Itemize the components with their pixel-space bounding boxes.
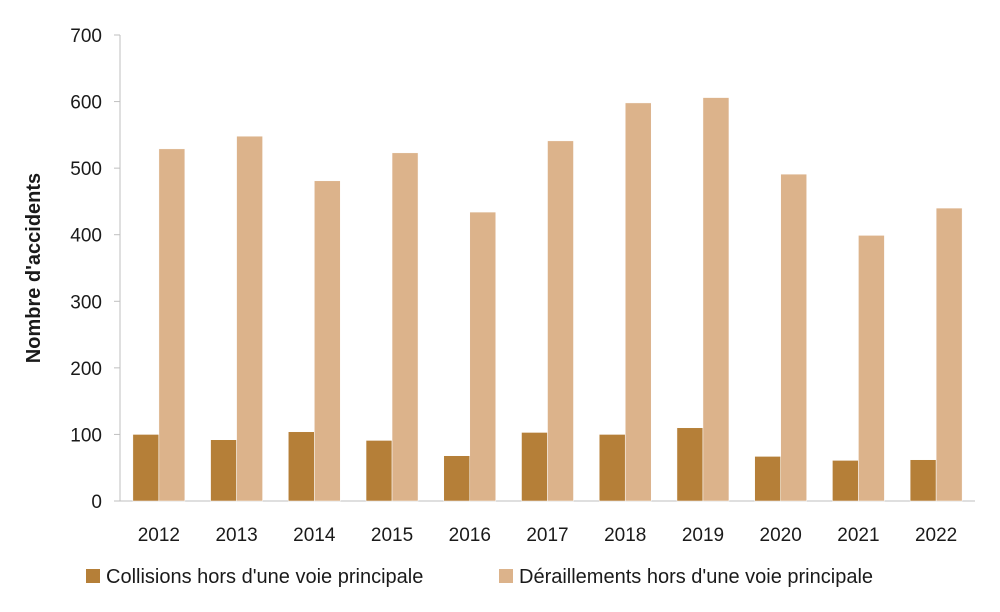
- y-tick-label: 0: [91, 492, 102, 513]
- x-tick-label: 2018: [604, 525, 646, 546]
- bar-collisions-2016: [443, 455, 471, 502]
- y-tick-label: 600: [70, 93, 102, 114]
- y-tick-label: 200: [70, 359, 102, 380]
- x-tick-label: 2016: [449, 525, 491, 546]
- bar-collisions-2022: [909, 459, 937, 502]
- bar-deraillements-2016: [469, 211, 497, 502]
- bar-deraillements-2022: [935, 207, 963, 502]
- bar-deraillements-2017: [547, 140, 574, 502]
- x-tick-label: 2012: [138, 525, 180, 546]
- bar-collisions-2020: [754, 456, 781, 502]
- y-tick-label: 100: [70, 425, 102, 446]
- legend: Collisions hors d'une voie principale Dér…: [86, 566, 873, 588]
- bar-collisions-2013: [210, 439, 237, 502]
- bar-collisions-2017: [521, 432, 548, 502]
- x-tick-label: 2014: [293, 525, 336, 546]
- bar-deraillements-2018: [624, 102, 652, 502]
- x-tick-label: 2017: [526, 525, 568, 546]
- y-axis: 0 100 200 300 400 500 600 700: [70, 26, 121, 513]
- y-tick-label: 400: [70, 226, 102, 247]
- bar-collisions-2012: [132, 434, 160, 502]
- bar-deraillements-2015: [391, 152, 419, 502]
- bar-deraillements-2013: [236, 135, 263, 502]
- bar-deraillements-2014: [314, 180, 341, 502]
- bar-collisions-2019: [676, 427, 704, 502]
- y-axis-title: Nombre d'accidents: [23, 173, 45, 363]
- bar-deraillements-2019: [702, 97, 730, 502]
- bar-collisions-2015: [365, 440, 393, 502]
- y-tick-label: 700: [70, 26, 102, 47]
- bar-deraillements-2020: [780, 173, 807, 502]
- bars: [132, 97, 963, 502]
- bar-collisions-2021: [832, 460, 859, 502]
- x-tick-label: 2021: [837, 525, 879, 546]
- bar-deraillements-2012: [158, 148, 186, 502]
- x-tick-label: 2015: [371, 525, 413, 546]
- x-tick-label: 2019: [682, 525, 724, 546]
- bar-collisions-2014: [288, 431, 315, 502]
- x-tick-label: 2022: [915, 525, 957, 546]
- legend-swatch: [499, 569, 513, 583]
- legend-label: Collisions hors d'une voie principale: [106, 566, 423, 588]
- x-axis: 2012 2013 2014 2015 2016 2017 2018 2019 2020 2021…: [120, 500, 975, 546]
- x-tick-label: 2020: [760, 525, 802, 546]
- y-tick-label: 500: [70, 159, 102, 180]
- x-tick-label: 2013: [215, 525, 257, 546]
- bar-deraillements-2021: [858, 235, 885, 502]
- y-tick-label: 300: [70, 292, 102, 313]
- legend-label: Déraillements hors d'une voie principale: [519, 566, 873, 588]
- legend-swatch: [86, 569, 100, 583]
- bar-collisions-2018: [598, 434, 626, 502]
